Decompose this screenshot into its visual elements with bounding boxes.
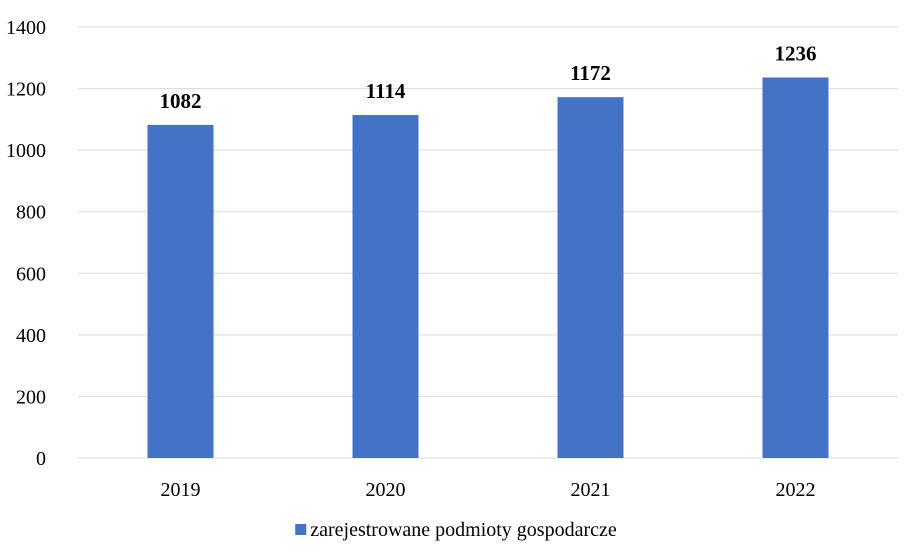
legend: zarejestrowane podmioty gospodarcze xyxy=(295,519,617,541)
data-label-2021: 1172 xyxy=(570,61,611,85)
y-tick-label: 1000 xyxy=(6,140,46,162)
y-tick-label: 200 xyxy=(16,386,46,408)
legend-label: zarejestrowane podmioty gospodarcze xyxy=(310,519,617,541)
x-tick-label: 2020 xyxy=(366,479,406,501)
x-tick-label: 2022 xyxy=(776,479,816,501)
y-tick-label: 1200 xyxy=(6,79,46,101)
legend-swatch xyxy=(295,524,307,535)
y-tick-label: 1400 xyxy=(6,17,46,39)
data-label-2020: 1114 xyxy=(366,79,406,103)
data-label-2019: 1082 xyxy=(160,89,202,113)
bar-2022 xyxy=(762,77,829,458)
bar-2021 xyxy=(557,97,624,458)
y-axis-ticks: 0 200 400 600 800 1000 1200 1400 xyxy=(6,17,46,470)
bars xyxy=(147,77,829,459)
y-tick-label: 600 xyxy=(16,263,46,285)
y-tick-label: 800 xyxy=(16,202,46,224)
x-axis-ticks: 2019 2020 2021 2022 xyxy=(161,479,816,501)
data-label-2022: 1236 xyxy=(775,41,817,65)
x-tick-label: 2019 xyxy=(161,479,201,501)
x-tick-label: 2021 xyxy=(571,479,611,501)
y-tick-label: 0 xyxy=(36,448,46,470)
gridlines xyxy=(78,26,898,459)
bar-2019 xyxy=(147,124,214,459)
y-tick-label: 400 xyxy=(16,325,46,347)
data-labels: 1082 1114 1172 1236 xyxy=(160,41,817,112)
bar-2020 xyxy=(352,115,419,458)
